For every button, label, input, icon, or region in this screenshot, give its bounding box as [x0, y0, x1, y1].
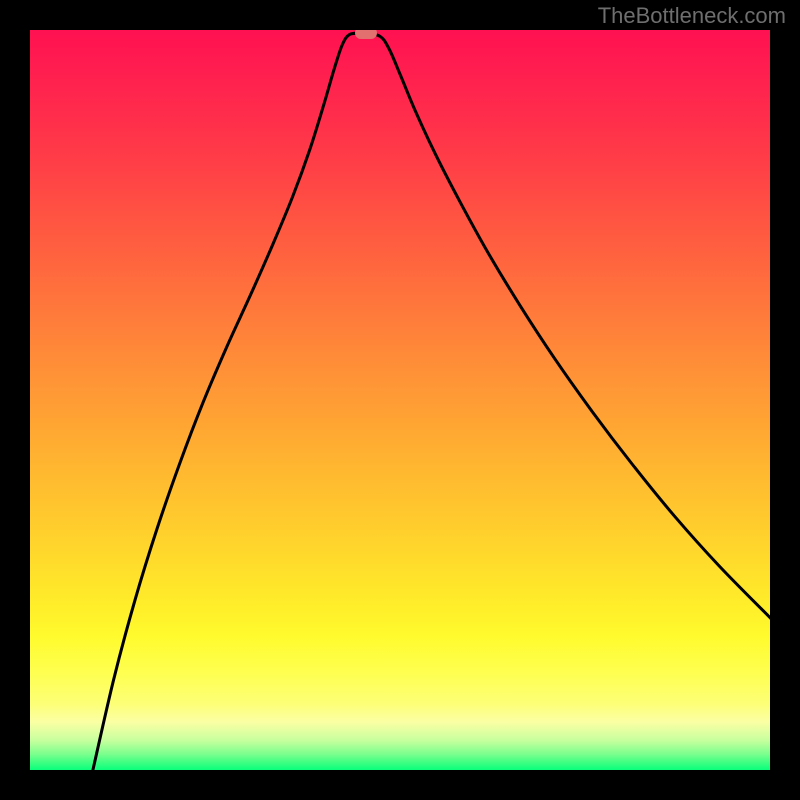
minimum-marker — [355, 30, 377, 39]
chart-outer: TheBottleneck.com — [0, 0, 800, 800]
watermark-text: TheBottleneck.com — [598, 3, 786, 29]
curve-layer — [30, 30, 770, 770]
bottleneck-curve — [93, 33, 770, 770]
plot-area — [30, 30, 770, 770]
